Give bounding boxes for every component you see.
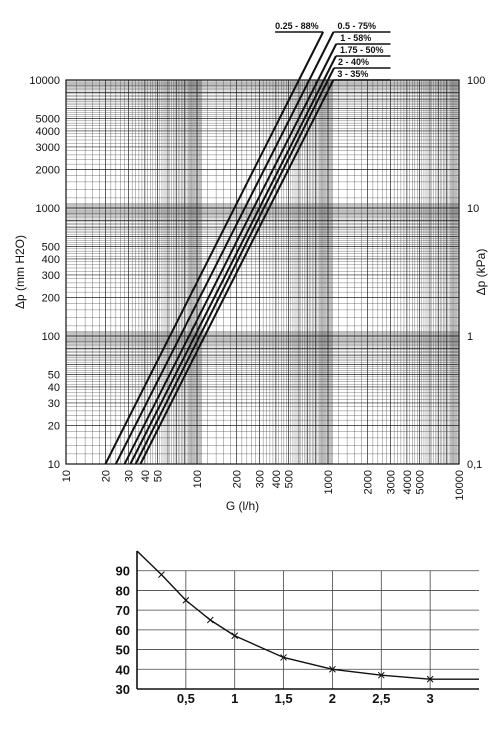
y-tick-label: 200: [42, 292, 60, 304]
x-tick-label: 5000: [415, 470, 427, 494]
y-tick-label: 2000: [36, 164, 60, 176]
y-tick-label: 10000: [29, 75, 60, 87]
x-tick-label: 2: [329, 691, 336, 706]
series-leader: [327, 67, 335, 81]
x-tick-label: 100: [192, 470, 204, 488]
data-point-marker: [206, 616, 214, 624]
x-tick-label: 400: [271, 470, 283, 488]
data-point-marker: [329, 665, 336, 673]
data-point-marker: [231, 632, 239, 640]
x-tick-label: 30: [124, 470, 136, 482]
series-line: [114, 79, 311, 465]
y-tick-label: 80: [116, 583, 130, 598]
y-tick-label: 30: [116, 682, 130, 697]
y-tick-label: 300: [42, 270, 60, 282]
x-tick-label: 3000: [386, 470, 398, 494]
series-line: [134, 79, 329, 465]
x-tick-label: 3: [427, 691, 434, 706]
x-tick-label: 0,5: [177, 691, 195, 706]
series-label: 3 - 35%: [337, 69, 368, 79]
y-tick-label: 40: [116, 662, 130, 677]
x-tick-label: 40: [140, 470, 152, 482]
chart-1-grid: [66, 80, 459, 464]
series-line: [123, 79, 319, 465]
chart-2-group: 30 40 50 60 70 80 90 0,5 1 1,5 2 2,5 3: [116, 550, 479, 706]
series-label: 1 - 58%: [340, 33, 371, 43]
y-right-tick-label: 1: [467, 331, 473, 343]
data-point-marker: [377, 671, 385, 679]
x-tick-label: 10: [61, 470, 73, 482]
y-tick-label: 10: [48, 459, 60, 471]
chart-1-plot-area: [65, 79, 460, 465]
series-label: 2 - 40%: [338, 57, 369, 67]
y-tick-label: 70: [116, 603, 130, 618]
x-tick-label: 500: [284, 470, 296, 488]
series-label: 0.25 - 88%: [275, 21, 319, 31]
y-right-tick-label: 10: [467, 203, 479, 215]
x-tick-label: 4000: [402, 470, 414, 494]
y-tick-label: 50: [48, 370, 60, 382]
y-tick-label: 500: [42, 242, 60, 254]
data-point-marker: [426, 675, 434, 683]
x-tick-label: 1: [231, 691, 238, 706]
series-leader: [298, 31, 325, 81]
x-tick-label: 2,5: [372, 691, 390, 706]
x-tick-label: 10000: [454, 470, 466, 501]
y-right-tick-label: 100: [467, 75, 485, 87]
x-tick-label: 200: [231, 470, 243, 488]
series-leader: [317, 43, 338, 81]
series-leader: [308, 31, 335, 81]
y-tick-label: 40: [48, 382, 60, 394]
series-line: [129, 79, 325, 465]
x-axis-title: G (l/h): [226, 499, 259, 513]
y-tick-label: 90: [116, 564, 130, 579]
x-tick-label: 1000: [323, 470, 335, 494]
x-tick-label: 2000: [362, 470, 374, 494]
y-axis-title-right: Δp (kPa): [474, 249, 488, 296]
y-tick-label: 30: [48, 398, 60, 410]
y-right-tick-label: 0,1: [467, 459, 482, 471]
y-tick-label: 1000: [36, 203, 60, 215]
series-label: 0.5 - 75%: [337, 21, 376, 31]
y-tick-label: 3000: [36, 142, 60, 154]
y-axis-title-left: Δp (mm H2O): [13, 235, 27, 309]
series-line: [139, 79, 335, 465]
x-tick-label: 50: [153, 470, 165, 482]
y-tick-label: 20: [48, 420, 60, 432]
y-tick-label: 4000: [36, 126, 60, 138]
series-leader: [322, 55, 337, 81]
y-tick-label: 60: [116, 623, 130, 638]
y-tick-label: 100: [42, 331, 60, 343]
data-point-marker: [182, 596, 190, 604]
series-line: [104, 79, 300, 465]
series-label: 1.75 - 50%: [340, 45, 384, 55]
y-tick-label: 50: [116, 643, 130, 658]
data-point-marker: [280, 654, 287, 661]
data-point-marker: [158, 571, 165, 579]
x-tick-label: 1,5: [275, 691, 293, 706]
chart-1-group: 10 20 30 40 50 100 200 300 400 500 1000 2000 3000 400…: [13, 21, 488, 513]
y-tick-label: 5000: [36, 114, 60, 126]
x-tick-label: 300: [255, 470, 267, 488]
series-line: [136, 550, 479, 680]
x-tick-label: 20: [100, 470, 112, 482]
y-tick-label: 400: [42, 254, 60, 266]
